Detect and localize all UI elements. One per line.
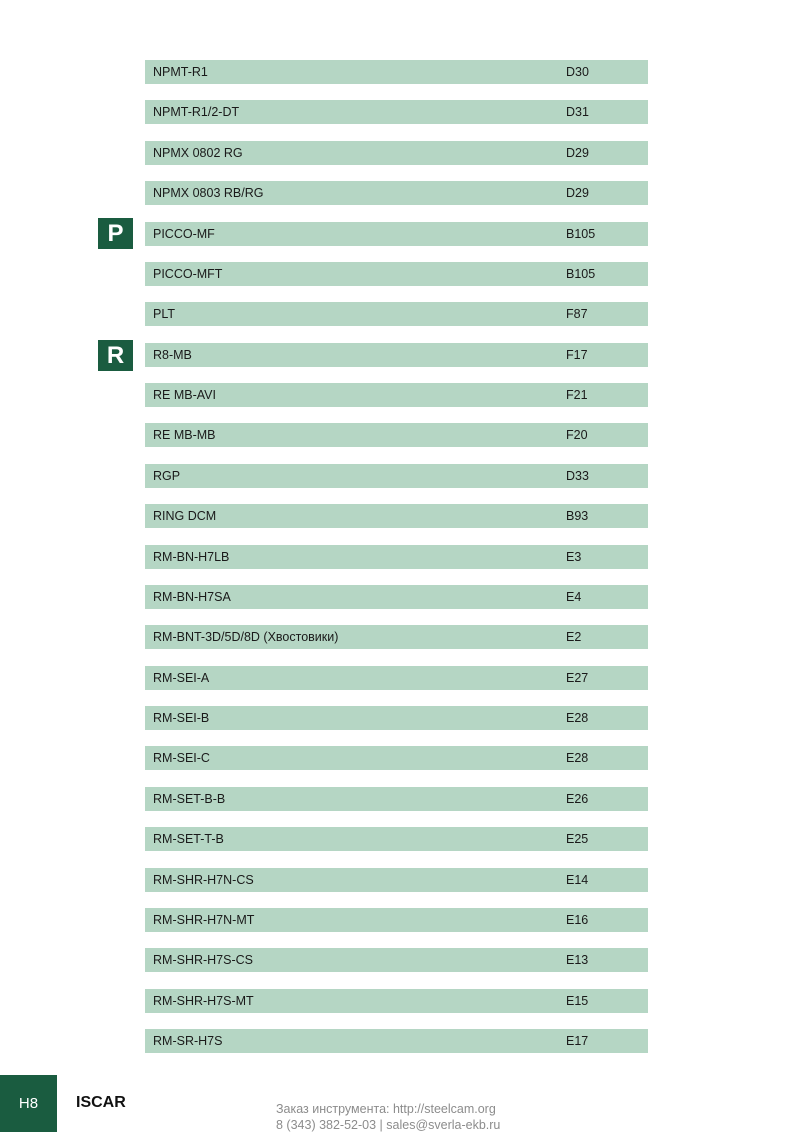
section-marker-p: P — [98, 218, 133, 249]
page-reference: E16 — [566, 912, 589, 927]
page-reference: F87 — [566, 307, 588, 322]
product-name: RE MB-MB — [153, 428, 216, 443]
product-name: RM-SR-H7S — [153, 1034, 223, 1048]
product-name: RM-SET-B-B — [153, 791, 226, 806]
product-name: NPMX 0803 RB/RG — [153, 186, 264, 201]
page-reference: E15 — [566, 993, 589, 1008]
page-reference: D33 — [566, 468, 589, 483]
product-name: RM-SET-T-B — [153, 832, 224, 847]
index-row[interactable]: RE MB-AVI F21 — [145, 383, 648, 407]
product-name: RM-BN-H7LB — [153, 549, 230, 564]
index-row[interactable]: RM-BN-H7LB E3 — [145, 544, 648, 569]
page-reference: E14 — [566, 872, 589, 887]
order-link[interactable]: Заказ инструмента: http://steelcam.org — [276, 1102, 496, 1116]
product-name: NPMT-R1/2-DT — [153, 105, 240, 120]
page-reference: B105 — [566, 226, 596, 241]
page-reference: E13 — [566, 953, 589, 968]
index-row[interactable]: RM-SEI-C E28 — [145, 746, 648, 771]
page-reference: E25 — [566, 832, 589, 847]
index-row[interactable]: RING DCM B93 — [145, 504, 648, 529]
page-reference: D30 — [566, 65, 589, 79]
index-row[interactable]: RM-BN-H7SA E4 — [145, 584, 648, 609]
page-reference: F21 — [566, 388, 588, 402]
index-row[interactable]: RM-SR-H7S E17 — [145, 1029, 648, 1053]
page-reference: E28 — [566, 711, 589, 725]
product-name: RM-SHR-H7S-MT — [153, 993, 254, 1008]
brand-name: ISCAR — [76, 1094, 126, 1111]
page-number: H8 — [0, 1075, 57, 1132]
section-marker-r: R — [98, 340, 133, 371]
index-row[interactable]: NPMT-R1/2-DT D31 — [145, 100, 648, 125]
product-name: RM-SHR-H7N-CS — [153, 872, 254, 887]
product-name: NPMX 0802 RG — [153, 145, 243, 160]
page-reference: D29 — [566, 145, 589, 160]
index-row[interactable]: RGP D33 — [145, 463, 648, 488]
product-name: PLT — [153, 307, 175, 322]
index-row[interactable]: NPMX 0802 RG D29 — [145, 140, 648, 165]
page-reference: E27 — [566, 670, 589, 685]
product-name: RGP — [153, 468, 181, 483]
product-name: R8-MB — [153, 347, 192, 362]
index-row[interactable]: PICCO-MFT B105 — [145, 261, 648, 286]
product-name: PICCO-MF — [153, 226, 215, 241]
index-row[interactable]: RM-SHR-H7N-MT E16 — [145, 907, 648, 932]
page-reference: E17 — [566, 1034, 589, 1048]
product-name: PICCO-MFT — [153, 266, 223, 281]
index-row[interactable]: RM-SHR-H7S-CS E13 — [145, 948, 648, 973]
index-row[interactable]: RM-SHR-H7N-CS E14 — [145, 867, 648, 892]
page-reference: F20 — [566, 428, 588, 443]
index-row[interactable]: RM-SEI-B E28 — [145, 706, 648, 730]
page-reference: D31 — [566, 105, 589, 120]
index-row[interactable]: PICCO-MF B105 — [145, 221, 648, 246]
page-reference: E28 — [566, 751, 589, 766]
page-reference: E4 — [566, 589, 582, 604]
index-row[interactable]: RM-SET-T-B E25 — [145, 827, 648, 852]
page-reference: B93 — [566, 509, 589, 524]
page-reference: E3 — [566, 549, 582, 564]
contact-info: Заказ инструмента: http://steelcam.org 8… — [276, 1101, 500, 1133]
product-name: RE MB-AVI — [153, 388, 216, 402]
page-reference: F17 — [566, 347, 588, 362]
contact-line[interactable]: 8 (343) 382-52-03 | sales@sverla-ekb.ru — [276, 1118, 501, 1132]
index-row[interactable]: RM-BNT-3D/5D/8D (Хвостовики) E2 — [145, 625, 648, 650]
index-row[interactable]: RM-SEI-A E27 — [145, 665, 648, 690]
index-row[interactable]: RE MB-MB F20 — [145, 423, 648, 448]
page-reference: B105 — [566, 266, 596, 281]
index-row[interactable]: RM-SHR-H7S-MT E15 — [145, 988, 648, 1013]
product-name: RM-SEI-B — [153, 711, 210, 725]
page-reference: D29 — [566, 186, 589, 201]
product-name: RM-SHR-H7N-MT — [153, 912, 255, 927]
index-row[interactable]: R8-MB F17 — [145, 342, 648, 367]
product-name: RM-BN-H7SA — [153, 589, 231, 604]
product-name: RM-SEI-A — [153, 670, 210, 685]
product-name: RM-SEI-C — [153, 751, 210, 766]
index-row[interactable]: PLT F87 — [145, 302, 648, 327]
index-row[interactable]: RM-SET-B-B E26 — [145, 786, 648, 811]
product-name: RING DCM — [153, 509, 217, 524]
index-row[interactable]: NPMX 0803 RB/RG D29 — [145, 181, 648, 206]
page-reference: E26 — [566, 791, 589, 806]
product-name: RM-SHR-H7S-CS — [153, 953, 253, 968]
index-row[interactable]: NPMT-R1 D30 — [145, 60, 648, 84]
product-name: NPMT-R1 — [153, 65, 208, 79]
product-name: RM-BNT-3D/5D/8D (Хвостовики) — [153, 630, 339, 645]
page-reference: E2 — [566, 630, 582, 645]
